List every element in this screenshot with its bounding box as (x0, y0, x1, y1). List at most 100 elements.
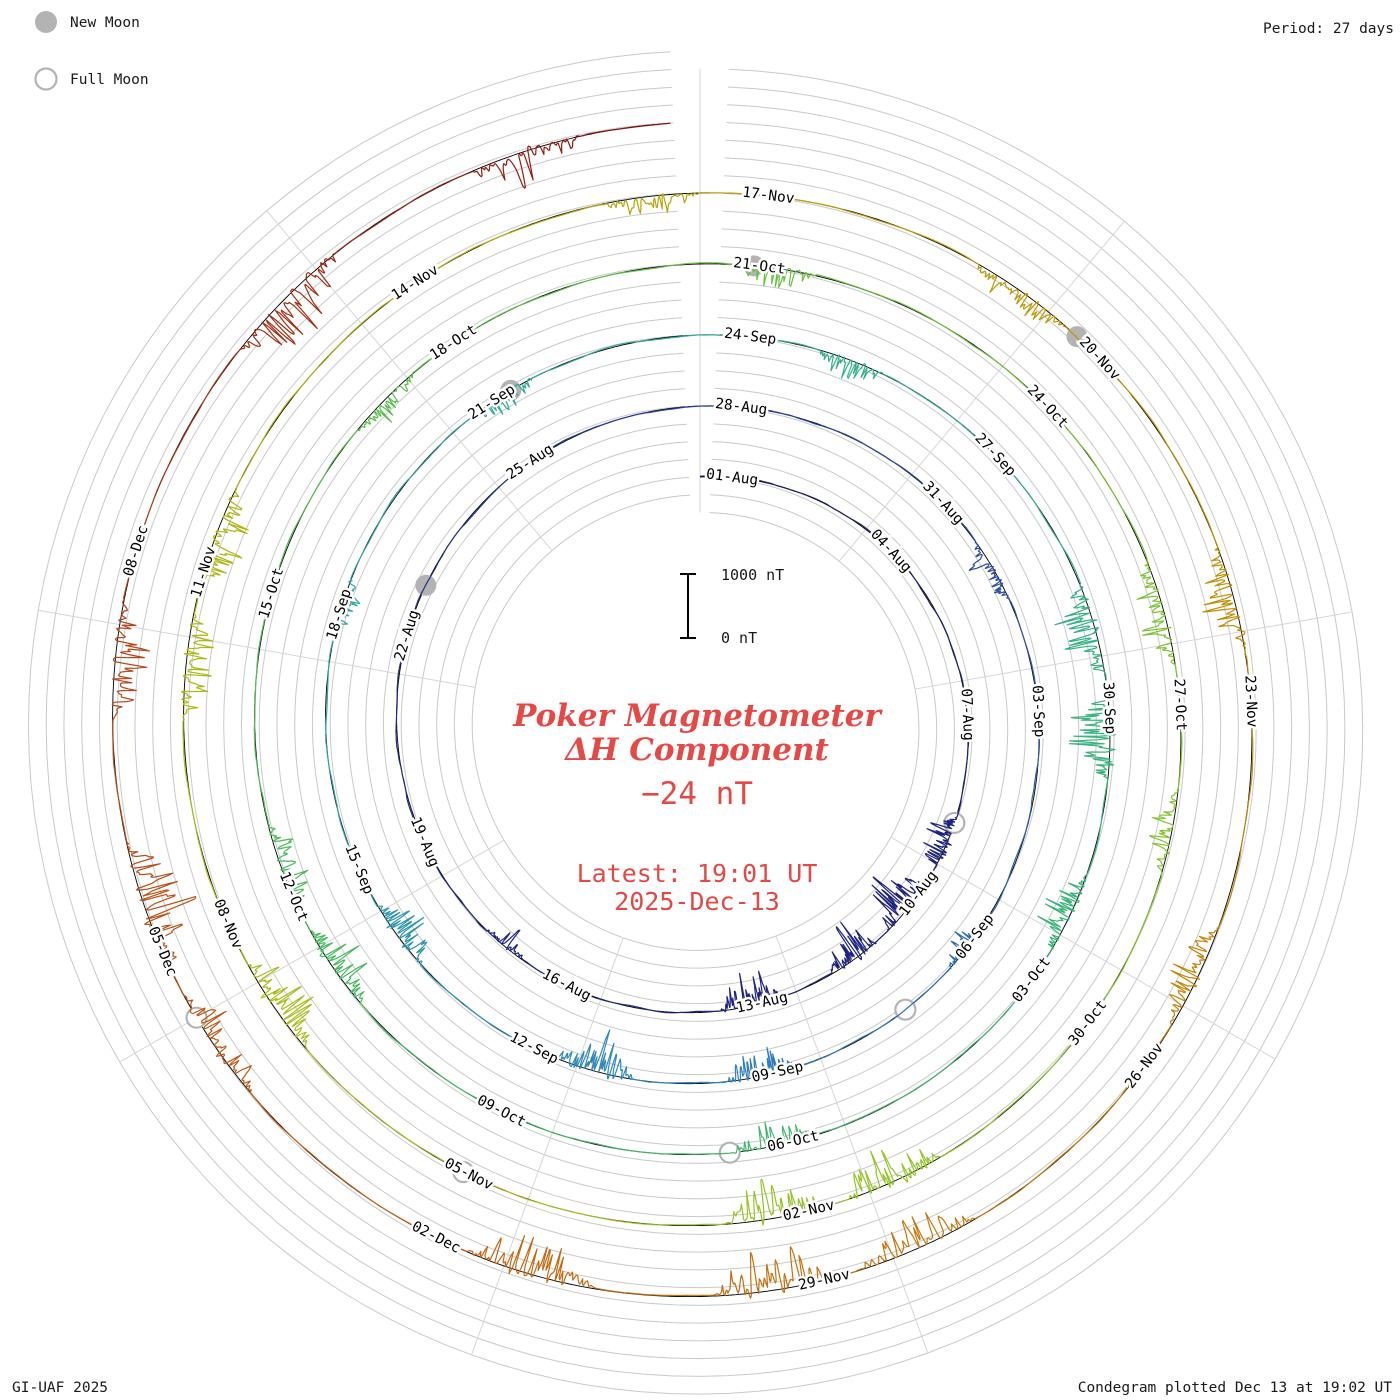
date-tick-label: 04-Aug (867, 527, 914, 576)
trace-segment (961, 680, 970, 743)
grid-ring (63, 86, 1328, 1360)
radial-gridline (915, 611, 1353, 690)
trace-segment (892, 962, 952, 1021)
date-tick-label: 29-Nov (797, 1267, 852, 1294)
date-tick-label: 12-Sep (507, 1029, 561, 1067)
trace-segment (254, 752, 294, 852)
trace-segment (700, 262, 808, 288)
trace-segment (441, 875, 486, 931)
trace-segment (499, 1030, 579, 1069)
date-tick-label: 28-Aug (714, 396, 768, 419)
trace-segment (1022, 486, 1074, 567)
trace-segment (253, 649, 260, 753)
trace-segment (395, 673, 399, 745)
radial-gridline (38, 609, 476, 688)
trace-segment (392, 431, 454, 499)
plotted-note: Condegram plotted Dec 13 at 19:02 UT (1078, 1380, 1393, 1396)
trace-segment (552, 1131, 651, 1154)
date-tick-label: 27-Sep (971, 430, 1018, 479)
trace-segment (966, 528, 1007, 596)
trace-segment (1004, 934, 1061, 1015)
trace-segment (1002, 365, 1081, 445)
full-moon-marker (452, 1160, 475, 1184)
trace-segment (753, 1168, 866, 1226)
trace-segment (181, 639, 215, 758)
trace-segment (452, 382, 530, 433)
trace-segment (118, 492, 157, 626)
trace-segment (846, 434, 913, 476)
date-tick-label: 16-Aug (539, 966, 593, 1004)
trace-segment (462, 209, 578, 255)
date-tick-label: 03-Oct (1009, 954, 1053, 1005)
trace-segment (201, 1009, 279, 1126)
trace-segment (278, 323, 362, 415)
new-moon-icon (35, 11, 57, 33)
date-tick-label: 20-Nov (1076, 334, 1123, 384)
trace-segment (350, 498, 394, 577)
grid-ring (258, 281, 1133, 1164)
grid-ring (418, 441, 973, 1005)
trace-segment (258, 979, 331, 1077)
grid-ring (294, 317, 1097, 1129)
scale-bottom-label: 0 nT (721, 629, 757, 647)
date-tick-label: 01-Aug (705, 466, 759, 489)
trace-segment (1202, 509, 1244, 632)
date-tick-label: 05-Nov (442, 1155, 496, 1193)
trace-segment (1079, 443, 1139, 539)
scale-bar: 1000 nT 0 nT (680, 566, 784, 647)
trace-segment (139, 889, 211, 1017)
trace-segment (285, 456, 337, 549)
trace-segment (910, 307, 1003, 367)
date-tick-label: 26-Nov (1122, 1040, 1167, 1092)
radial-gridline (838, 220, 1125, 562)
trace-segment (397, 604, 418, 674)
trace-segment (411, 813, 443, 877)
trace-segment (422, 1148, 529, 1201)
trace-segment (113, 761, 178, 892)
trace-segment (325, 661, 330, 749)
trace-segment (949, 899, 1001, 965)
trace-segment (396, 744, 413, 814)
scale-top-label: 1000 nT (721, 566, 784, 584)
trace-segment (931, 1013, 1005, 1080)
date-tick-label: 07-Aug (958, 688, 976, 741)
moon-legend: New Moon Full Moon (34, 11, 149, 91)
grid-ring (240, 264, 1151, 1182)
trace-segment (258, 548, 287, 650)
trace-segment (814, 497, 867, 530)
trace-segment (1155, 645, 1183, 756)
date-tick-label: 06-Oct (766, 1128, 821, 1155)
grid-ring (471, 494, 920, 951)
date-tick-label: 02-Dec (409, 1219, 463, 1257)
trace-segment (911, 474, 968, 529)
trace-segment (763, 1240, 893, 1294)
trace-segment (317, 190, 431, 288)
date-tick-label: 27-Oct (1170, 678, 1188, 731)
trace-segment (415, 541, 452, 605)
trace-segment (1031, 668, 1040, 747)
trace-segment (866, 528, 910, 572)
trace-segment (970, 1062, 1057, 1139)
trace-segment (890, 1197, 1010, 1259)
trace-segment (666, 987, 734, 1014)
trace-segment (796, 943, 852, 993)
trace-segment (956, 420, 1024, 487)
trace-segment (317, 942, 382, 1028)
trace-segment (277, 851, 328, 945)
trace-segment (877, 371, 958, 422)
trace-segment (1083, 750, 1115, 846)
trace-segment (998, 824, 1028, 901)
date-tick-label: 30-Sep (1100, 681, 1118, 734)
grid-ring (365, 388, 1026, 1058)
trace-segment (450, 486, 500, 542)
trace-segment (1169, 886, 1234, 1005)
trace-segment (844, 1078, 932, 1126)
trace-segment (432, 978, 501, 1032)
trace-segment (1009, 1111, 1109, 1199)
trace-segment (1069, 657, 1116, 752)
date-tick-label: 09-Oct (474, 1092, 528, 1130)
grid-ring (347, 370, 1044, 1076)
grid-ring (152, 175, 1239, 1271)
